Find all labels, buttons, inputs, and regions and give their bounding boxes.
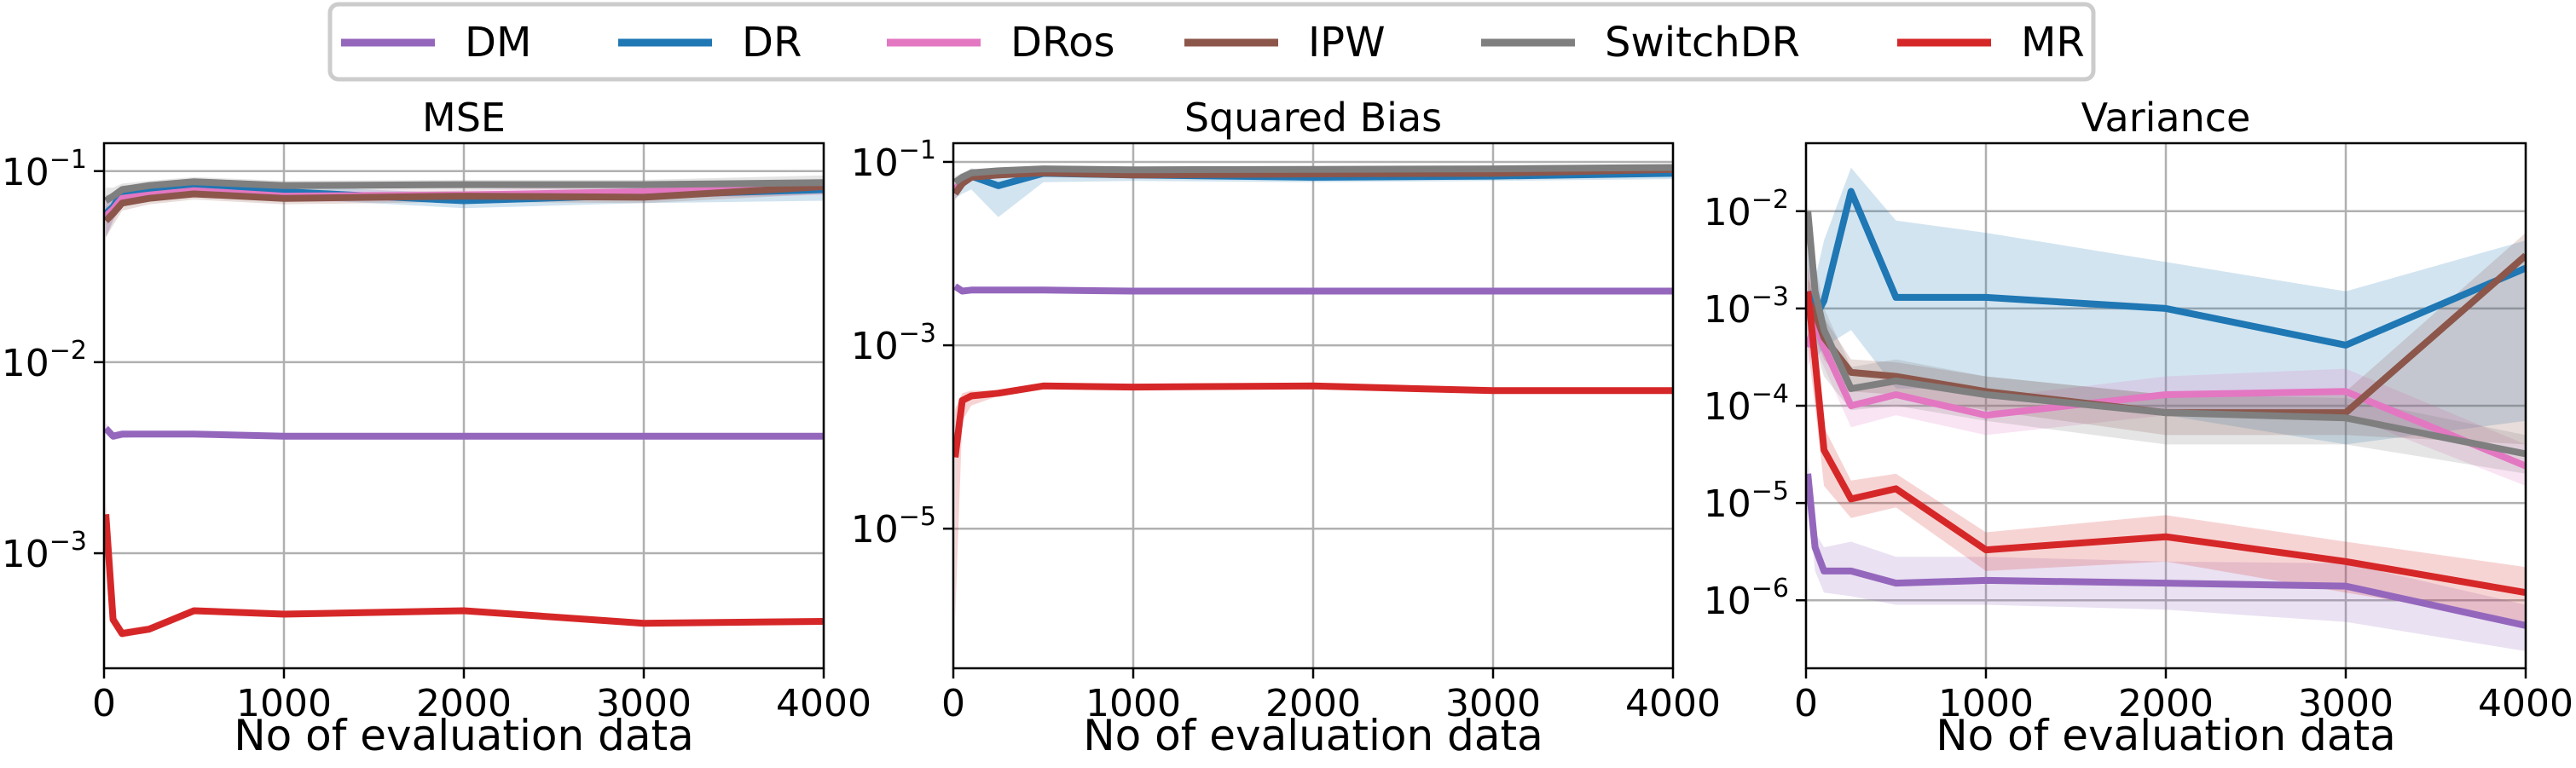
y-tick-label: 10−4 xyxy=(1704,379,1789,429)
y-tick-label: 10−3 xyxy=(851,319,936,368)
y-tick-exponent: −3 xyxy=(899,319,936,349)
x-tick-label: 3000 xyxy=(1445,682,1541,725)
y-tick-label: 10−3 xyxy=(1704,282,1789,332)
y-tick-label: 10−2 xyxy=(2,336,87,385)
band-dm xyxy=(1808,456,2526,651)
chart-title: Variance xyxy=(2081,95,2251,141)
band-switchdr xyxy=(1808,203,2526,474)
series-line-ipw xyxy=(104,182,824,223)
y-tick-exponent: −6 xyxy=(1751,574,1789,603)
y-tick-base: 10 xyxy=(1704,580,1751,623)
plot-area xyxy=(104,175,824,638)
series-line-switchdr xyxy=(104,178,824,204)
plot-area xyxy=(1806,167,2526,651)
gridlines xyxy=(952,143,1675,668)
series-line-dm xyxy=(1806,473,2526,629)
x-tick-label: 0 xyxy=(941,682,965,725)
band-mr xyxy=(1808,262,2526,622)
y-tick-exponent: −3 xyxy=(1751,282,1789,312)
y-tick-exponent: −5 xyxy=(1751,476,1789,506)
x-tick-label: 2000 xyxy=(2118,682,2214,725)
y-tick-base: 10 xyxy=(1704,288,1751,332)
x-tick-label: 1000 xyxy=(1938,682,2034,725)
y-tick-label: 10−5 xyxy=(1704,476,1789,526)
series-line-switchdr xyxy=(1806,211,2526,458)
series-line-ipw xyxy=(953,165,1673,196)
chart-title: Squared Bias xyxy=(1184,95,1442,141)
y-tick-base: 10 xyxy=(1704,482,1751,526)
legend-label-dr: DR xyxy=(742,19,802,66)
legend-label-dros: DRos xyxy=(1010,19,1115,66)
y-tick-exponent: −2 xyxy=(1751,185,1789,215)
y-tick-exponent: −2 xyxy=(49,336,87,366)
panel-variance: 0 1000 2000 3000 400010−610−510−410−310−2Var… xyxy=(1704,95,2573,760)
gridlines xyxy=(102,143,825,668)
legend: DM DR DRos IPW SwitchDR MR xyxy=(327,2,2096,82)
y-tick-exponent: −1 xyxy=(49,145,87,175)
x-tick-label: 4000 xyxy=(2478,682,2573,725)
x-tick-label: 2000 xyxy=(416,682,512,725)
plot-area xyxy=(953,164,1673,621)
y-tick-base: 10 xyxy=(2,342,49,385)
series-line-mr xyxy=(953,382,1673,458)
y-tick-base: 10 xyxy=(851,325,899,368)
series-line-mr xyxy=(1806,291,2526,597)
y-tick-base: 10 xyxy=(1704,385,1751,429)
series-line-dm xyxy=(953,283,1673,295)
series-line-mr xyxy=(104,514,824,638)
x-tick-label: 3000 xyxy=(2298,682,2394,725)
legend-label-ipw: IPW xyxy=(1308,19,1386,66)
legend-label-switchdr: SwitchDR xyxy=(1605,19,1800,66)
x-axis-label: No of evaluation data xyxy=(234,711,693,760)
y-tick-base: 10 xyxy=(1704,191,1751,234)
y-tick-base: 10 xyxy=(2,151,49,194)
y-tick-exponent: −1 xyxy=(899,136,936,165)
series-line-dros xyxy=(1806,320,2526,470)
y-tick-label: 10−5 xyxy=(851,502,936,551)
x-tick-label: 0 xyxy=(92,682,116,725)
x-tick-label: 0 xyxy=(1794,682,1818,725)
x-axis-label: No of evaluation data xyxy=(1936,711,2395,760)
x-tick-label: 4000 xyxy=(776,682,871,725)
y-tick-label: 10−2 xyxy=(1704,185,1789,234)
x-tick-label: 2000 xyxy=(1265,682,1361,725)
y-tick-base: 10 xyxy=(851,508,899,551)
y-tick-base: 10 xyxy=(2,533,49,576)
y-tick-label: 10−1 xyxy=(2,145,87,194)
y-tick-label: 10−6 xyxy=(1704,574,1789,623)
x-tick-label: 3000 xyxy=(596,682,692,725)
legend-label-dm: DM xyxy=(465,19,531,66)
legend-label-mr: MR xyxy=(2021,19,2085,66)
y-tick-exponent: −5 xyxy=(899,502,936,532)
series-line-dm xyxy=(104,425,824,440)
chart-title: MSE xyxy=(422,95,506,141)
y-tick-exponent: −4 xyxy=(1751,379,1789,409)
y-tick-label: 10−1 xyxy=(851,136,936,185)
x-tick-label: 1000 xyxy=(1085,682,1181,725)
x-axis-label: No of evaluation data xyxy=(1083,711,1543,760)
series-line-ipw xyxy=(1806,252,2526,417)
y-tick-base: 10 xyxy=(851,141,899,185)
y-tick-exponent: −3 xyxy=(49,527,87,557)
x-tick-label: 4000 xyxy=(1625,682,1721,725)
x-tick-label: 1000 xyxy=(236,682,332,725)
y-tick-label: 10−3 xyxy=(2,527,87,576)
series-line-switchdr xyxy=(953,164,1673,186)
